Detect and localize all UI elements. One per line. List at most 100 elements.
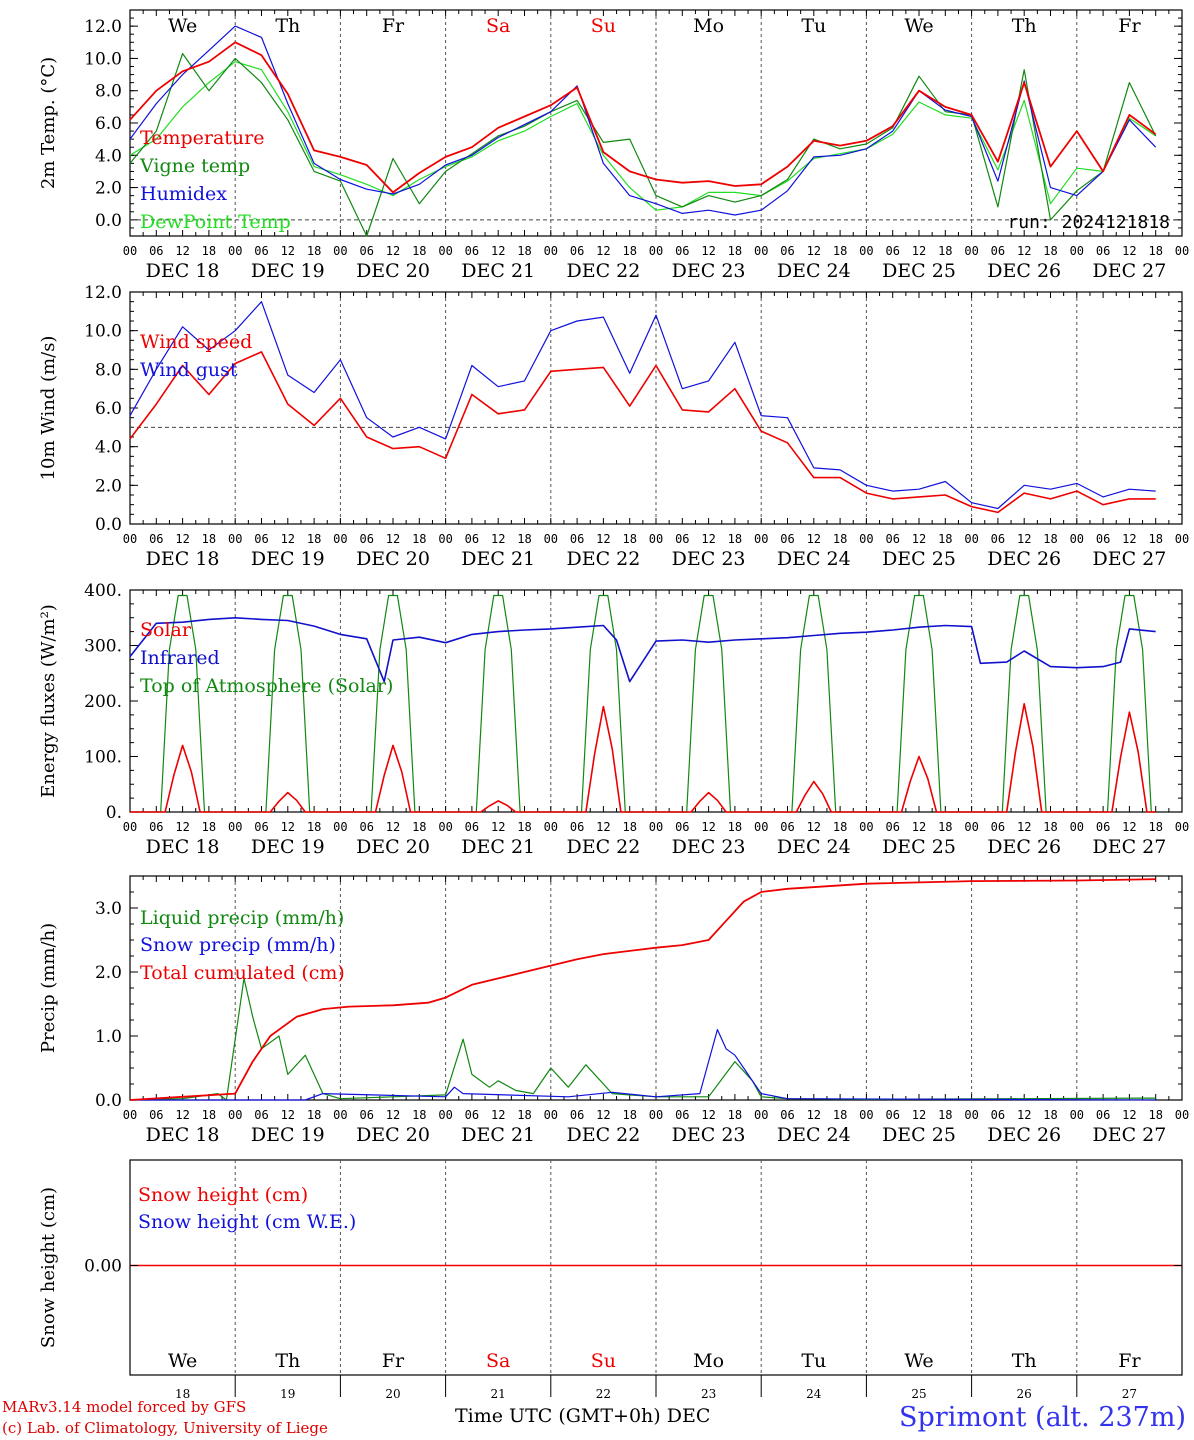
hour-tick-label: 00 bbox=[123, 244, 137, 258]
hour-tick-label: 06 bbox=[885, 244, 899, 258]
day-name: Fr bbox=[1118, 1350, 1141, 1372]
hour-tick-label: 06 bbox=[570, 244, 584, 258]
hour-tick-label: 12 bbox=[175, 532, 189, 546]
hour-tick-label: 12 bbox=[491, 244, 505, 258]
hour-tick-label: 06 bbox=[675, 820, 689, 834]
series-line-infrared bbox=[129, 616, 1156, 683]
hour-tick-label: 18 bbox=[938, 1108, 952, 1122]
hour-tick-label: 06 bbox=[780, 820, 794, 834]
legend-entry: Infrared bbox=[140, 647, 220, 669]
wind-panel: 0.0 2.0 4.0 6.0 8.0 10.0 12.0 10m Wind (m/s) 00 0… bbox=[38, 283, 1189, 570]
legend-entry: DewPoint Temp bbox=[140, 211, 291, 233]
hour-tick-label: 06 bbox=[1096, 244, 1110, 258]
hour-tick-label: 18 bbox=[517, 244, 531, 258]
series-line-total bbox=[129, 878, 1156, 1101]
hour-tick-label: 12 bbox=[1017, 244, 1031, 258]
hour-tick-label: 12 bbox=[701, 244, 715, 258]
hour-tick-label: 06 bbox=[254, 532, 268, 546]
hour-tick-label: 18 bbox=[1043, 820, 1057, 834]
hour-tick-label: 06 bbox=[254, 820, 268, 834]
y-tick-label: 300. bbox=[84, 637, 122, 657]
hour-tick-label: 12 bbox=[386, 532, 400, 546]
hour-tick-label: 18 bbox=[307, 1108, 321, 1122]
legend-entry: Total cumulated (cm) bbox=[140, 962, 345, 984]
hour-tick-label: 06 bbox=[780, 244, 794, 258]
hour-tick-label: 06 bbox=[991, 244, 1005, 258]
date-label: DEC 19 bbox=[251, 836, 325, 858]
date-label: DEC 26 bbox=[987, 1124, 1061, 1146]
hour-tick-label: 06 bbox=[465, 244, 479, 258]
hour-tick-label: 06 bbox=[991, 1108, 1005, 1122]
date-label: DEC 20 bbox=[356, 548, 430, 570]
hour-tick-label: 18 bbox=[202, 820, 216, 834]
date-label: DEC 24 bbox=[777, 836, 851, 858]
hour-tick-label: 18 bbox=[833, 820, 847, 834]
hour-tick-label: 00 bbox=[333, 820, 347, 834]
hour-tick-label: 18 bbox=[622, 1108, 636, 1122]
precip-panel: 0.0 1.0 2.0 3.0 Precip (mm/h) 00 06 12 18 DEC 18 0… bbox=[38, 875, 1189, 1146]
y-tick-label: 0.0 bbox=[95, 1091, 122, 1111]
date-label: DEC 19 bbox=[251, 1124, 325, 1146]
hour-tick-label: 18 bbox=[1043, 244, 1057, 258]
hour-tick-label: 18 bbox=[517, 532, 531, 546]
day-name: Tu bbox=[801, 1350, 826, 1372]
y-axis-label: 10m Wind (m/s) bbox=[38, 336, 59, 481]
date-label: DEC 20 bbox=[356, 260, 430, 282]
hour-tick-label: 18 bbox=[307, 244, 321, 258]
hour-tick-label: 12 bbox=[807, 532, 821, 546]
hour-tick-label: 12 bbox=[912, 820, 926, 834]
y-axis-label: Precip (mm/h) bbox=[38, 923, 59, 1053]
hour-tick-label: 12 bbox=[281, 820, 295, 834]
hour-tick-label: 18 bbox=[622, 532, 636, 546]
hour-tick-label: 12 bbox=[701, 532, 715, 546]
hour-tick-label: 00 bbox=[754, 244, 768, 258]
hour-tick-label: 06 bbox=[570, 532, 584, 546]
y-tick-label: 2.0 bbox=[95, 963, 122, 983]
series-line-snow bbox=[130, 1028, 1156, 1101]
hour-tick-label: 12 bbox=[281, 244, 295, 258]
hour-tick-label: 12 bbox=[1122, 532, 1136, 546]
y-tick-label: 200. bbox=[84, 692, 122, 712]
y-tick-label: 10.0 bbox=[84, 49, 122, 69]
hour-tick-label: 12 bbox=[1122, 1108, 1136, 1122]
legend-entry: Snow height (cm W.E.) bbox=[138, 1211, 356, 1233]
y-tick-label: 2.0 bbox=[95, 179, 122, 199]
y-axis-label: 2m Temp. (°C) bbox=[38, 57, 59, 189]
hour-tick-label: 12 bbox=[1122, 820, 1136, 834]
hour-tick-label: 18 bbox=[938, 532, 952, 546]
hour-tick-label: 18 bbox=[1043, 532, 1057, 546]
hour-tick-label: 12 bbox=[175, 244, 189, 258]
hour-tick-label: 12 bbox=[807, 1108, 821, 1122]
hour-tick-label: 00 bbox=[964, 532, 978, 546]
date-label: DEC 21 bbox=[461, 1124, 535, 1146]
temperature-panel: 0.0 2.0 4.0 6.0 8.0 10.0 12.0 2m Temp. (°C) 00 06… bbox=[38, 9, 1189, 282]
y-tick-label: 0.00 bbox=[84, 1257, 122, 1277]
series-line-1 bbox=[129, 52, 1157, 237]
legend-entry: Wind speed bbox=[140, 331, 252, 353]
date-label: DEC 22 bbox=[566, 836, 640, 858]
legend-entry: Vigne temp bbox=[139, 155, 250, 177]
day-number: 26 bbox=[1017, 1387, 1032, 1401]
date-label: DEC 23 bbox=[672, 260, 746, 282]
date-label: DEC 22 bbox=[566, 1124, 640, 1146]
date-label: DEC 21 bbox=[461, 836, 535, 858]
hour-tick-label: 18 bbox=[202, 1108, 216, 1122]
day-name: Th bbox=[1012, 1350, 1037, 1372]
energy-flux-panel: 0. 100. 200. 300. 400. Energy fluxes (W/m²) 00… bbox=[38, 581, 1189, 858]
day-number: 22 bbox=[596, 1387, 611, 1401]
hour-tick-label: 18 bbox=[412, 1108, 426, 1122]
day-name: We bbox=[168, 1350, 197, 1372]
y-tick-label: 10.0 bbox=[84, 322, 122, 342]
day-name: Fr bbox=[1118, 15, 1141, 37]
hour-tick-label: 06 bbox=[780, 1108, 794, 1122]
date-label: DEC 27 bbox=[1092, 548, 1166, 570]
date-label: DEC 18 bbox=[146, 260, 220, 282]
hour-tick-label: 00 bbox=[754, 1108, 768, 1122]
series-line-solar bbox=[130, 702, 1156, 813]
hour-tick-label: 18 bbox=[622, 820, 636, 834]
hour-tick-label: 18 bbox=[1148, 1108, 1162, 1122]
hour-tick-label: 12 bbox=[281, 532, 295, 546]
hour-tick-label: 06 bbox=[885, 1108, 899, 1122]
hour-tick-label: 18 bbox=[412, 244, 426, 258]
hour-tick-label: 12 bbox=[386, 1108, 400, 1122]
